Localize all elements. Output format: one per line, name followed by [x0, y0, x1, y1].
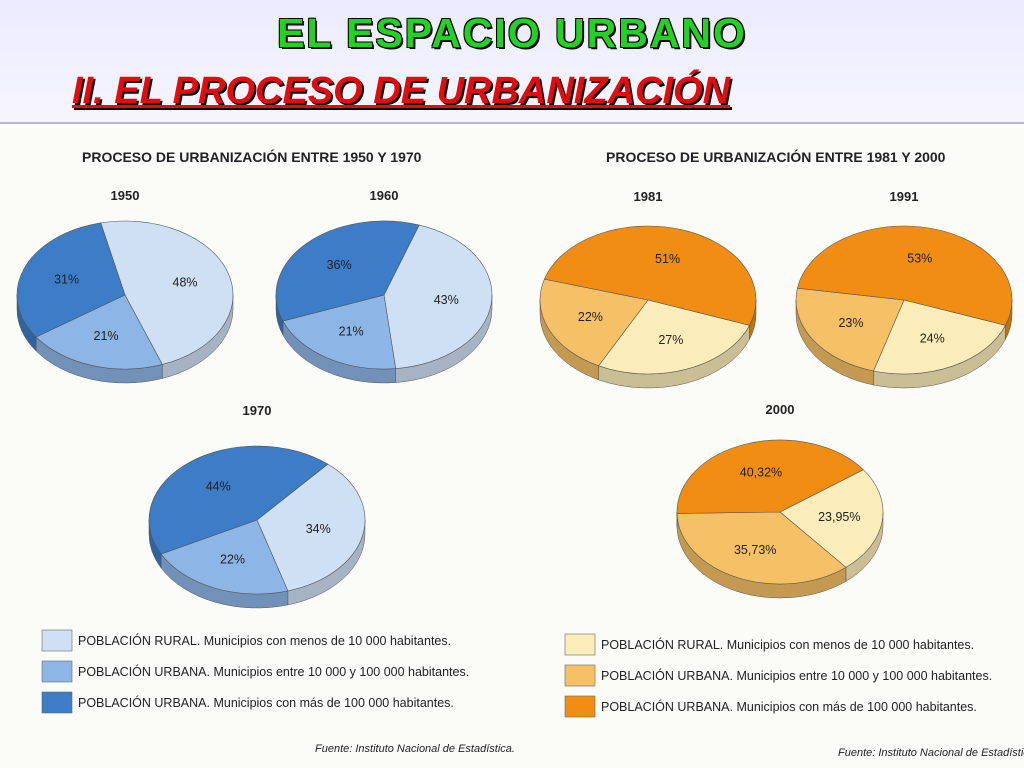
slide-header: EL ESPACIO URBANO II. EL PROCESO DE URBA… [0, 0, 1024, 124]
pie-year-label: 2000 [766, 402, 795, 417]
pie-chart-1981: 1981 27% 22% 51% [539, 189, 757, 389]
legend-swatch-urbana-grande [41, 691, 73, 714]
pie-slice-label: 27% [658, 333, 683, 347]
slide-title: EL ESPACIO URBANO [277, 10, 747, 56]
pie-slice-label: 44% [206, 479, 231, 493]
left-source: Fuente: Instituto Nacional de Estadístic… [315, 743, 515, 755]
pie-slice-urbana_media [676, 511, 847, 585]
pie-chart-2000: 2000 23,95% 35,73% 40,32% [676, 402, 884, 599]
pie-slice-label: 48% [173, 276, 198, 290]
pie-slice-rural [256, 463, 366, 592]
pie-sides [275, 294, 493, 384]
pie-slice-urbana_grande [275, 220, 420, 322]
pie-slice-label: 21% [339, 325, 364, 339]
right-panel-title: PROCESO DE URBANIZACIÓN ENTRE 1981 Y 200… [606, 148, 946, 165]
legend-item-urbana-grande: POBLACIÓN URBANA. Municipios con más de … [601, 699, 977, 714]
pie-chart-1950: 1950 48% 21% 31% [16, 188, 234, 384]
pie-slice-urbana_media [539, 278, 649, 367]
pie-slice-urbana_grande [676, 439, 864, 514]
pie-slice-label: 23,95% [818, 510, 860, 524]
pie-slice-label: 22% [220, 553, 245, 567]
pie-slice-urbana_grande [543, 225, 757, 326]
pie-slice-label: 53% [907, 251, 932, 265]
pie-slice-rural [383, 224, 493, 369]
pie-slice-urbana_media [795, 287, 905, 372]
pie-slice-label: 43% [434, 293, 459, 307]
slide-subtitle: II. EL PROCESO DE URBANIZACIÓN [72, 70, 731, 112]
pie-chart-1991: 1991 24% 23% 53% [795, 189, 1013, 389]
legend-swatch-rural [41, 629, 73, 652]
pie-slice-label: 21% [94, 329, 119, 343]
pie-slice-label: 34% [306, 522, 331, 536]
legend-item-rural: POBLACIÓN RURAL. Municipios con menos de… [601, 637, 974, 652]
right-source: Fuente: Instituto Nacional de Estadístic… [838, 747, 1024, 759]
legend-item-urbana-media: POBLACIÓN URBANA. Municipios entre 10 00… [601, 668, 992, 683]
legend-item-urbana-grande: POBLACIÓN URBANA. Municipios con más de … [78, 695, 454, 710]
legend-swatch-urbana-grande [564, 695, 596, 718]
left-legend: POBLACIÓN RURAL. Municipios con menos de… [41, 629, 469, 714]
pie-slice-label: 23% [838, 316, 863, 330]
legend-swatch-urbana-media [564, 664, 596, 687]
pie-slice-label: 31% [54, 272, 79, 286]
pie-slice-rural [100, 220, 234, 365]
pie-charts: 195048%21%31%196043%21%36%197034%22%44%1… [16, 188, 1013, 609]
pie-slice-label: 35,73% [734, 543, 776, 557]
pie-year-label: 1991 [890, 189, 919, 204]
pie-slice-urbana_grande [148, 445, 329, 555]
pie-slice-urbana_grande [797, 225, 1013, 326]
pie-slice-label: 22% [578, 310, 603, 324]
pie-slice-rural [873, 299, 1006, 375]
pie-slice-label: 40,32% [740, 465, 782, 479]
pie-sides [795, 299, 1013, 389]
pie-chart-1960: 1960 43% 21% 36% [275, 188, 493, 384]
pie-year-label: 1960 [370, 188, 399, 203]
pie-year-label: 1981 [634, 189, 663, 204]
pie-slice-urbana_grande [16, 222, 126, 338]
legend-swatch-rural [564, 633, 596, 656]
pie-slice-rural [779, 469, 884, 568]
left-panel-title: PROCESO DE URBANIZACIÓN ENTRE 1950 Y 197… [82, 148, 422, 165]
pie-slice-rural [598, 299, 750, 375]
legend-item-rural: POBLACIÓN RURAL. Municipios con menos de… [78, 633, 451, 648]
right-legend: POBLACIÓN RURAL. Municipios con menos de… [564, 633, 992, 718]
pie-slice-label: 24% [920, 331, 945, 345]
pie-slice-urbana_media [160, 519, 289, 595]
pie-slice-urbana_media [282, 294, 397, 370]
legend-swatch-urbana-media [41, 660, 73, 683]
legend-item-urbana-media: POBLACIÓN URBANA. Municipios entre 10 00… [78, 664, 469, 679]
pie-chart-1970: 1970 34% 22% 44% [148, 403, 366, 609]
pie-year-label: 1970 [243, 403, 272, 418]
pie-slice-label: 51% [655, 252, 680, 266]
pie-slice-label: 36% [327, 258, 352, 272]
pie-year-label: 1950 [111, 188, 140, 203]
pie-slice-urbana_media [35, 294, 163, 370]
